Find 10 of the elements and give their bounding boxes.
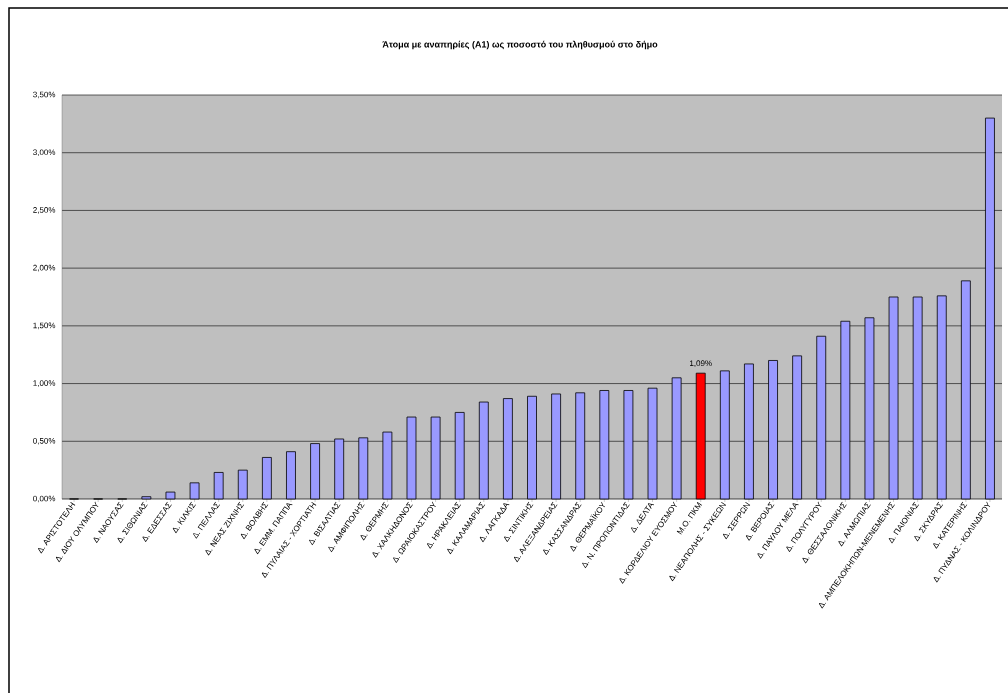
- y-tick-label: 3,00%: [33, 149, 56, 157]
- data-label: 1,09%: [690, 360, 712, 367]
- y-tick-label: 3,50%: [33, 91, 56, 99]
- y-tick-label: 1,00%: [33, 380, 56, 387]
- y-tick-label: 2,00%: [33, 264, 56, 272]
- y-tick-label: 0,50%: [33, 437, 56, 445]
- y-tick-label: 2,50%: [33, 207, 56, 214]
- y-tick-label: 1,50%: [33, 322, 56, 330]
- y-tick-label: 0,00%: [33, 495, 56, 503]
- chart-title: Άτομα με αναπηρίες (Α1) ως ποσοστό του πληθυσμού στο δήμο: [382, 40, 658, 50]
